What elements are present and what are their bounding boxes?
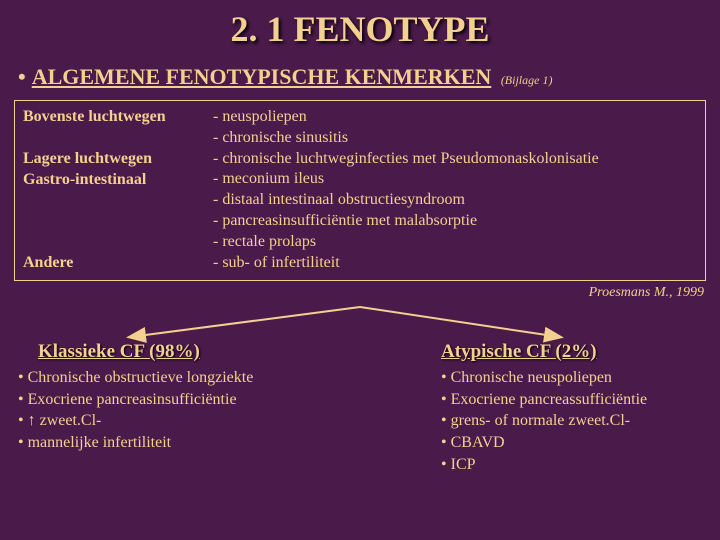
category-upper-airways: Bovenste luchtwegen — [23, 107, 213, 128]
symptom-column: - neuspoliepen - chronische sinusitis - … — [213, 107, 697, 274]
split-arrows — [0, 303, 720, 343]
category-other: Andere — [23, 253, 213, 274]
atypical-item: • Chronische neuspoliepen — [441, 367, 702, 389]
atypical-item: • grens- of normale zweet.Cl- — [441, 410, 702, 432]
symptom-item: - distaal intestinaal obstructiesyndroom — [213, 190, 697, 211]
classic-item: • ↑ zweet.Cl- — [18, 410, 401, 432]
category-gastro: Gastro-intestinaal — [23, 170, 213, 191]
classic-item: • Exocriene pancreasinsufficiëntie — [18, 389, 401, 411]
category-lower-airways: Lagere luchtwegen — [23, 149, 213, 170]
characteristics-box: Bovenste luchtwegen Lagere luchtwegen Ga… — [14, 100, 706, 281]
symptom-item: - chronische luchtweginfecties met Pseud… — [213, 149, 697, 170]
classic-cf-column: Klassieke CF (98%) • Chronische obstruct… — [18, 341, 401, 475]
symptom-item: - pancreasinsufficiëntie met malabsorpti… — [213, 211, 697, 232]
category-column: Bovenste luchtwegen Lagere luchtwegen Ga… — [23, 107, 213, 274]
symptom-item: - rectale prolaps — [213, 232, 697, 253]
atypical-item: • ICP — [441, 454, 702, 476]
classic-item: • mannelijke infertiliteit — [18, 432, 401, 454]
slide-title: 2. 1 FENOTYPE — [0, 0, 720, 50]
atypical-item: • Exocriene pancreassufficiëntie — [441, 389, 702, 411]
atypical-cf-column: Atypische CF (2%) • Chronische neuspolie… — [401, 341, 702, 475]
symptom-item: - meconium ileus — [213, 169, 697, 190]
citation: Proesmans M., 1999 — [0, 285, 720, 301]
bullet: • — [18, 64, 26, 89]
subtitle-row: •ALGEMENE FENOTYPISCHE KENMERKEN (Bijlag… — [0, 64, 720, 90]
symptom-item: - neuspoliepen — [213, 107, 697, 128]
columns: Klassieke CF (98%) • Chronische obstruct… — [0, 341, 720, 475]
atypical-item: • CBAVD — [441, 432, 702, 454]
classic-item: • Chronische obstructieve longziekte — [18, 367, 401, 389]
symptom-item: - sub- of infertiliteit — [213, 253, 697, 274]
subtitle: ALGEMENE FENOTYPISCHE KENMERKEN — [32, 64, 492, 89]
symptom-item: - chronische sinusitis — [213, 128, 697, 149]
bijlage-note: (Bijlage 1) — [501, 73, 553, 87]
